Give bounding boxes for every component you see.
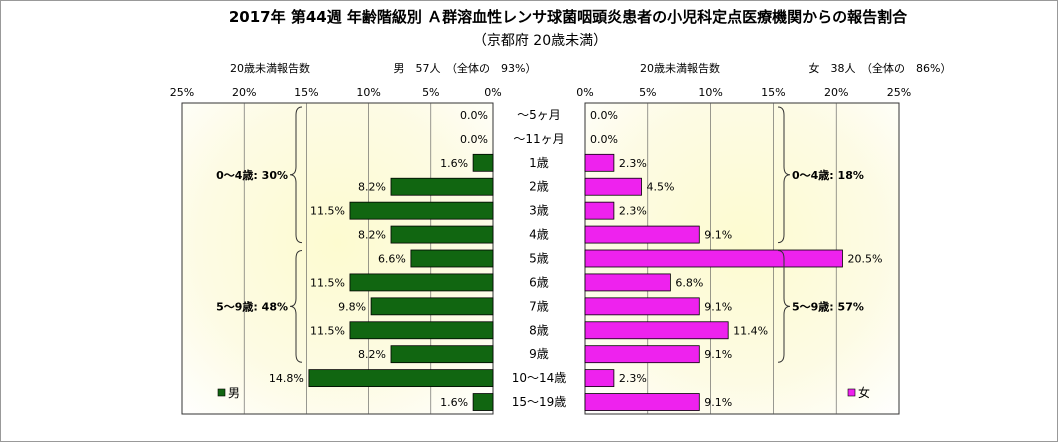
male-header-label: 20歳未満報告数 xyxy=(230,62,310,75)
male-group-label: 5～9歳: 48% xyxy=(216,299,288,313)
female-tick-label: 20% xyxy=(824,86,848,99)
female-data-label: 9.1% xyxy=(704,348,732,361)
male-data-label: 0.0% xyxy=(460,109,488,122)
female-data-label: 6.8% xyxy=(675,276,703,289)
chart-title: 2017年 第44週 年齢階級別 Ａ群溶血性レンサ球菌咽頭炎患者の小児科定点医療… xyxy=(229,8,908,26)
male-bar xyxy=(472,153,494,172)
category-label: 8歳 xyxy=(529,323,549,337)
female-data-label: 0.0% xyxy=(590,133,618,146)
male-header-stats: 男 57人 （全体の 93%） xyxy=(394,61,537,75)
female-data-label: 2.3% xyxy=(619,205,647,218)
female-data-label: 9.1% xyxy=(704,300,732,313)
female-group-bracket xyxy=(777,106,791,244)
male-group-bracket xyxy=(289,106,303,244)
male-bar xyxy=(390,177,494,196)
female-bar xyxy=(584,201,615,220)
female-bar xyxy=(584,177,642,196)
male-bar xyxy=(349,321,494,340)
category-label: 15～19歳 xyxy=(512,395,567,409)
female-tick-label: 5% xyxy=(639,86,656,99)
male-data-label: 1.6% xyxy=(440,157,468,170)
female-data-label: 9.1% xyxy=(704,396,732,409)
female-bar xyxy=(584,321,729,340)
category-label: 6歳 xyxy=(529,275,549,289)
category-label: 9歳 xyxy=(529,347,549,361)
female-bar xyxy=(584,153,615,172)
male-bar xyxy=(308,369,494,388)
male-bar xyxy=(349,201,494,220)
male-data-label: 11.5% xyxy=(310,205,345,218)
male-tick-label: 5% xyxy=(422,86,439,99)
female-bar xyxy=(584,273,671,292)
female-data-label: 2.3% xyxy=(619,372,647,385)
female-legend-label: 女 xyxy=(858,385,870,400)
male-data-label: 14.8% xyxy=(269,372,304,385)
male-data-label: 8.2% xyxy=(358,229,386,242)
category-label: 5歳 xyxy=(529,252,549,266)
male-data-label: 0.0% xyxy=(460,133,488,146)
category-label: 4歳 xyxy=(529,228,549,242)
male-bar xyxy=(370,297,494,316)
female-bar xyxy=(584,369,615,388)
category-label: 2歳 xyxy=(529,180,549,194)
female-header-label: 20歳未満報告数 xyxy=(640,62,720,75)
female-data-label: 4.5% xyxy=(647,181,675,194)
male-data-label: 8.2% xyxy=(358,181,386,194)
male-bar xyxy=(390,345,494,364)
female-tick-label: 25% xyxy=(887,86,911,99)
female-bar xyxy=(584,249,843,268)
female-tick-label: 15% xyxy=(761,86,785,99)
male-bar xyxy=(472,393,494,411)
female-header-stats: 女 38人 （全体の 86%） xyxy=(809,61,952,75)
male-bar xyxy=(349,273,494,292)
female-panel: 0% 5% 10% 15% 20% 25% 20歳未満報告数 女 38人 （全体の 86%） 0… xyxy=(576,61,952,415)
female-tick-label: 0% xyxy=(576,86,593,99)
female-bar xyxy=(584,297,700,316)
category-label: ～5ヶ月 xyxy=(517,108,561,122)
category-axis: ～5ヶ月 ～11ヶ月 1歳 2歳 3歳 4歳 5歳 6歳 7歳 8歳 9歳 10～14歳 15～19歳 xyxy=(512,108,567,409)
male-data-label: 11.5% xyxy=(310,276,345,289)
female-data-label: 2.3% xyxy=(619,157,647,170)
female-tick-label: 10% xyxy=(698,86,722,99)
female-data-label: 9.1% xyxy=(704,229,732,242)
male-legend-label: 男 xyxy=(228,386,240,400)
female-legend-swatch xyxy=(847,388,856,397)
female-data-label: 0.0% xyxy=(590,109,618,122)
chart-subtitle: （京都府 20歳未満） xyxy=(473,33,607,49)
male-group-label: 0～4歳: 30% xyxy=(216,168,288,182)
male-bar xyxy=(410,249,494,268)
category-label: 7歳 xyxy=(529,299,549,313)
male-data-label: 8.2% xyxy=(358,348,386,361)
female-data-label: 20.5% xyxy=(847,253,882,266)
male-tick-label: 15% xyxy=(294,86,318,99)
female-group-label: 5～9歳: 57% xyxy=(792,299,864,313)
category-label: 10～14歳 xyxy=(512,371,567,385)
male-tick-label: 0% xyxy=(484,86,501,99)
male-tick-label: 25% xyxy=(170,86,194,99)
male-data-label: 9.8% xyxy=(338,300,366,313)
female-bar xyxy=(584,393,700,411)
male-legend-swatch xyxy=(217,388,226,397)
male-group-bracket xyxy=(289,250,303,363)
male-panel: 25% 20% 15% 10% 5% 0% 20歳未満報告数 男 57人 （全体の 93%） 0… xyxy=(170,61,537,415)
female-bar xyxy=(584,225,700,244)
female-data-label: 11.4% xyxy=(733,324,768,337)
category-label: 1歳 xyxy=(529,156,549,170)
male-tick-label: 10% xyxy=(356,86,380,99)
female-group-bracket xyxy=(777,250,791,363)
male-data-label: 1.6% xyxy=(440,396,468,409)
male-data-label: 6.6% xyxy=(378,253,406,266)
male-data-label: 11.5% xyxy=(310,324,345,337)
category-label: 3歳 xyxy=(529,204,549,218)
female-group-label: 0～4歳: 18% xyxy=(792,168,864,182)
male-bar xyxy=(390,225,494,244)
category-label: ～11ヶ月 xyxy=(513,132,564,146)
male-tick-label: 20% xyxy=(232,86,256,99)
female-bar xyxy=(584,345,700,364)
